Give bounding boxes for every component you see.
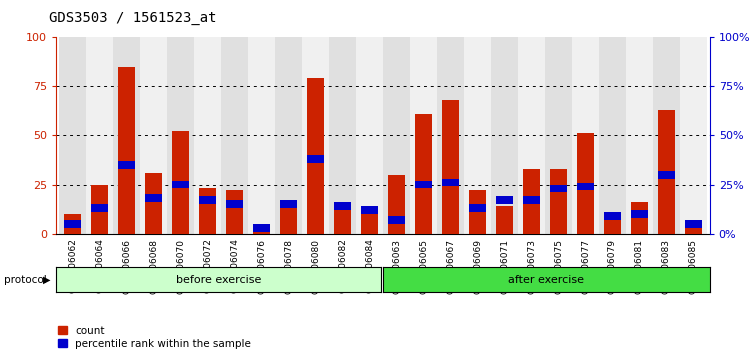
Bar — [415, 181, 433, 188]
Bar — [172, 181, 189, 188]
Bar — [550, 169, 567, 234]
Bar — [491, 37, 518, 234]
Bar — [333, 208, 351, 234]
Bar — [658, 171, 675, 179]
Bar — [437, 37, 464, 234]
Bar — [221, 37, 248, 234]
Bar — [464, 37, 491, 234]
Bar — [599, 37, 626, 234]
Bar — [685, 228, 702, 234]
Bar — [685, 220, 702, 228]
Bar — [172, 131, 189, 234]
Bar — [356, 37, 383, 234]
Bar — [572, 37, 599, 234]
Bar — [302, 37, 329, 234]
Bar — [140, 37, 167, 234]
Bar — [329, 37, 356, 234]
Text: protocol: protocol — [4, 275, 47, 285]
Bar — [496, 206, 513, 234]
Bar — [496, 196, 513, 204]
Bar — [469, 190, 487, 234]
Bar — [631, 202, 648, 234]
Bar — [167, 37, 194, 234]
Bar — [383, 37, 410, 234]
Bar — [145, 173, 162, 234]
Bar — [194, 37, 221, 234]
Bar — [415, 114, 433, 234]
Bar — [680, 37, 707, 234]
Bar — [604, 214, 621, 234]
Text: ▶: ▶ — [43, 275, 50, 285]
Bar — [248, 37, 275, 234]
Bar — [91, 184, 108, 234]
Bar — [577, 133, 594, 234]
Bar — [518, 37, 545, 234]
Bar — [388, 216, 406, 224]
Text: after exercise: after exercise — [508, 275, 584, 285]
Bar — [59, 37, 86, 234]
Bar — [306, 79, 324, 234]
Bar — [145, 194, 162, 202]
Bar — [118, 161, 135, 169]
Bar — [279, 200, 297, 208]
Bar — [275, 37, 302, 234]
Bar — [64, 214, 81, 234]
Bar — [658, 110, 675, 234]
Bar — [653, 37, 680, 234]
Bar — [253, 224, 270, 234]
Bar — [113, 37, 140, 234]
Legend: count, percentile rank within the sample: count, percentile rank within the sample — [58, 326, 252, 349]
Bar — [523, 196, 540, 204]
Bar — [279, 204, 297, 234]
Bar — [360, 212, 379, 234]
Bar — [442, 179, 460, 187]
Bar — [469, 204, 487, 212]
Bar — [226, 190, 243, 234]
Bar — [388, 175, 406, 234]
Bar — [631, 210, 648, 218]
Bar — [523, 169, 540, 234]
Bar — [333, 202, 351, 210]
Text: before exercise: before exercise — [176, 275, 261, 285]
Bar — [604, 212, 621, 220]
Bar — [64, 220, 81, 228]
Bar — [253, 224, 270, 232]
Bar — [199, 196, 216, 204]
Bar — [118, 67, 135, 234]
Bar — [226, 200, 243, 208]
Bar — [550, 184, 567, 192]
Bar — [442, 100, 460, 234]
Text: GDS3503 / 1561523_at: GDS3503 / 1561523_at — [49, 11, 216, 25]
Bar — [86, 37, 113, 234]
Bar — [410, 37, 437, 234]
Bar — [577, 183, 594, 190]
Bar — [306, 155, 324, 163]
Bar — [360, 206, 379, 214]
Bar — [199, 188, 216, 234]
Bar — [626, 37, 653, 234]
Bar — [91, 204, 108, 212]
Bar — [545, 37, 572, 234]
